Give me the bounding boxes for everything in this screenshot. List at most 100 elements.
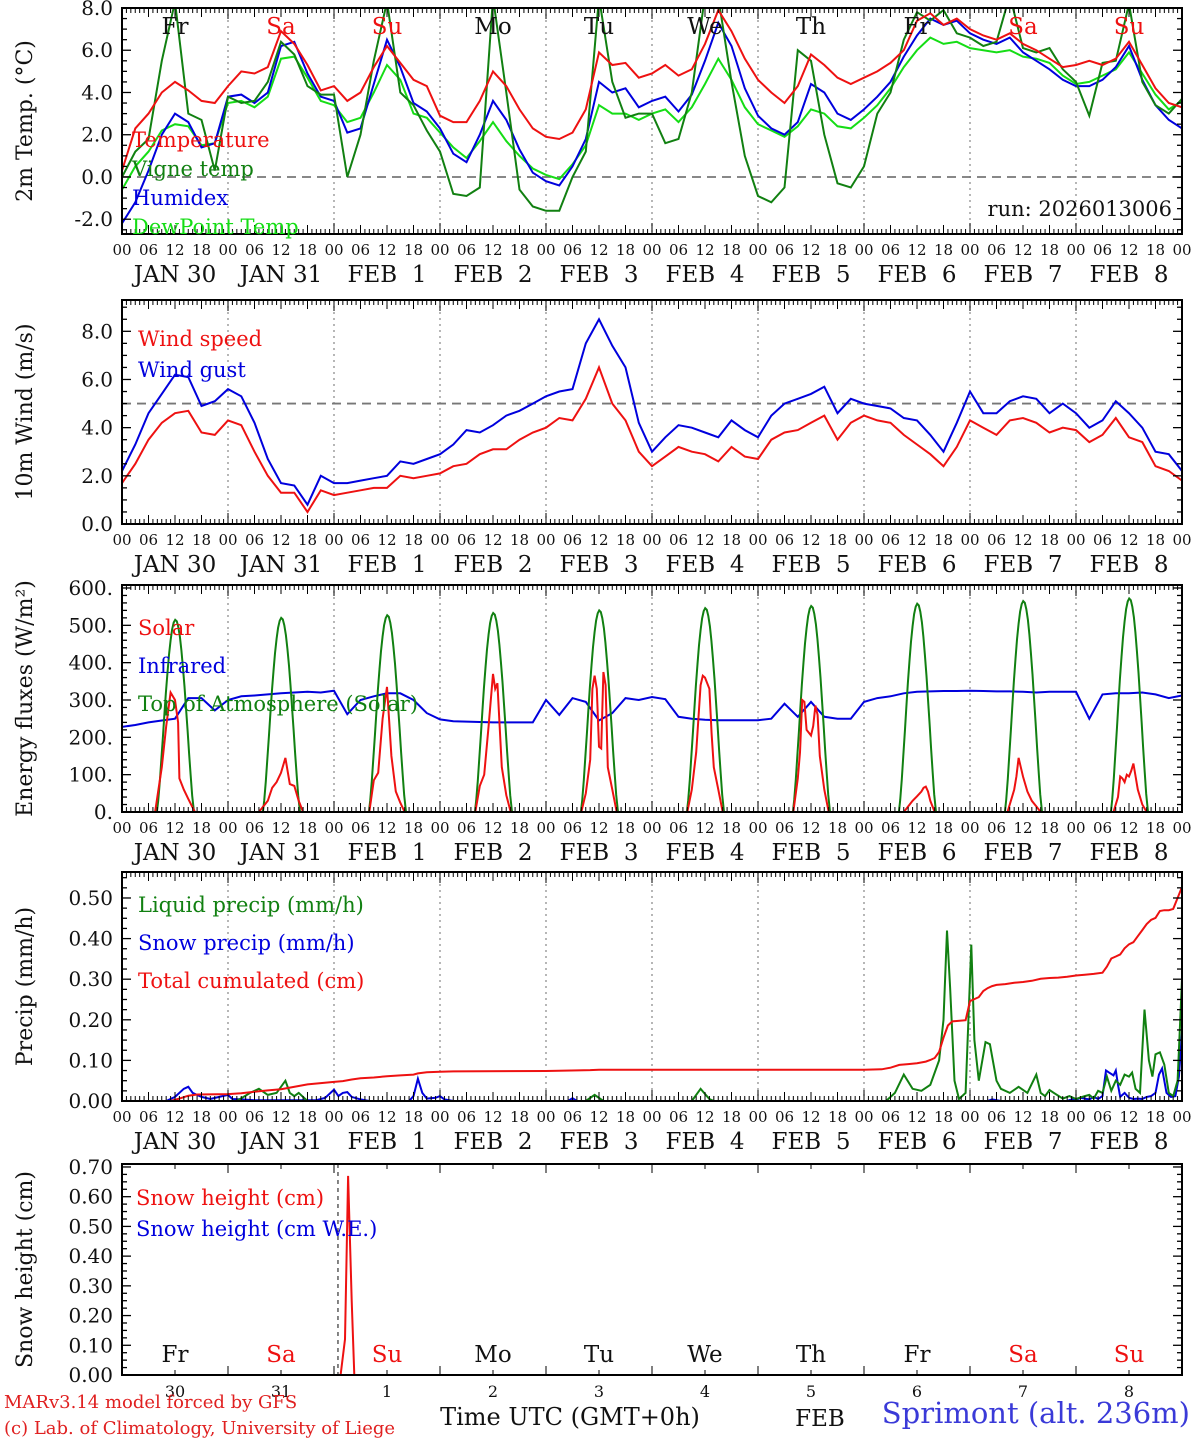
series-wind-gust — [122, 317, 1182, 507]
svg-text:FEB 8: FEB 8 — [1090, 1129, 1169, 1155]
series-snow-height-cm — [122, 1175, 1182, 1375]
series-wind-speed — [122, 364, 1182, 514]
svg-text:FEB 1: FEB 1 — [348, 552, 427, 578]
svg-text:Sa: Sa — [1008, 14, 1038, 40]
svg-text:FEB 5: FEB 5 — [772, 840, 851, 866]
svg-text:00: 00 — [748, 531, 767, 549]
svg-text:0.60: 0.60 — [68, 1185, 113, 1209]
svg-text:06: 06 — [139, 241, 158, 259]
svg-text:00: 00 — [430, 1108, 449, 1126]
svg-text:FEB 3: FEB 3 — [560, 262, 639, 288]
svg-text:JAN 30: JAN 30 — [132, 552, 217, 578]
legend-wind-speed: Wind speed — [138, 327, 263, 351]
svg-text:Mo: Mo — [474, 1342, 511, 1368]
svg-text:00: 00 — [324, 241, 343, 259]
svg-text:6.0: 6.0 — [81, 38, 113, 62]
svg-text:FEB 5: FEB 5 — [772, 262, 851, 288]
svg-text:0.10: 0.10 — [68, 1333, 113, 1357]
svg-text:Th: Th — [796, 14, 826, 40]
svg-text:JAN 31: JAN 31 — [238, 1129, 323, 1155]
svg-text:12: 12 — [1119, 241, 1138, 259]
legend-temperature: Temperature — [132, 128, 270, 152]
svg-text:30: 30 — [165, 1382, 185, 1401]
svg-text:FEB 2: FEB 2 — [454, 840, 533, 866]
svg-text:18: 18 — [1040, 241, 1059, 259]
svg-text:4.0: 4.0 — [81, 416, 113, 440]
svg-text:Fr: Fr — [162, 14, 189, 40]
series-humidex — [122, 17, 1182, 224]
svg-text:06: 06 — [245, 819, 264, 837]
svg-text:12: 12 — [271, 1108, 290, 1126]
svg-text:FEB 7: FEB 7 — [984, 552, 1063, 578]
svg-text:FEB 6: FEB 6 — [878, 1129, 957, 1155]
svg-text:Fr: Fr — [904, 1342, 931, 1368]
svg-text:06: 06 — [139, 1108, 158, 1126]
svg-text:00: 00 — [1066, 531, 1085, 549]
svg-text:12: 12 — [1013, 819, 1032, 837]
svg-text:00: 00 — [1172, 531, 1191, 549]
y-axis-title-energy-fluxes: Energy fluxes (W/m²) — [13, 580, 38, 817]
svg-text:3: 3 — [594, 1382, 604, 1401]
svg-text:06: 06 — [351, 531, 370, 549]
svg-text:Su: Su — [1114, 1342, 1145, 1368]
svg-text:06: 06 — [457, 531, 476, 549]
svg-text:Sa: Sa — [266, 1342, 296, 1368]
svg-text:JAN 30: JAN 30 — [132, 262, 217, 288]
svg-text:00: 00 — [748, 241, 767, 259]
panel-precip: 0.00 0.10 0.20 0.30 0.40 0.50 00 06 12 18 00 06 12 18… — [13, 871, 1192, 1155]
svg-text:12: 12 — [801, 819, 820, 837]
svg-text:12: 12 — [695, 819, 714, 837]
svg-text:12: 12 — [1119, 819, 1138, 837]
svg-text:12: 12 — [695, 531, 714, 549]
svg-text:06: 06 — [351, 1108, 370, 1126]
svg-text:FEB 6: FEB 6 — [878, 552, 957, 578]
svg-text:18: 18 — [1146, 819, 1165, 837]
svg-text:FEB 3: FEB 3 — [560, 840, 639, 866]
svg-text:Su: Su — [372, 1342, 403, 1368]
svg-text:12: 12 — [1119, 1108, 1138, 1126]
svg-text:18: 18 — [298, 819, 317, 837]
svg-text:18: 18 — [1146, 1108, 1165, 1126]
svg-text:00: 00 — [960, 1108, 979, 1126]
svg-text:Su: Su — [372, 14, 403, 40]
series-infrared — [122, 689, 1182, 728]
svg-text:FEB 1: FEB 1 — [348, 840, 427, 866]
svg-text:00: 00 — [112, 819, 131, 837]
svg-text:8.0: 8.0 — [81, 0, 113, 20]
svg-text:FEB 7: FEB 7 — [984, 262, 1063, 288]
legend-wind-gust: Wind gust — [138, 358, 246, 382]
svg-text:00: 00 — [218, 819, 237, 837]
svg-text:12: 12 — [1119, 531, 1138, 549]
svg-text:06: 06 — [881, 241, 900, 259]
svg-text:06: 06 — [563, 531, 582, 549]
svg-text:FEB 4: FEB 4 — [666, 262, 745, 288]
svg-text:FEB 4: FEB 4 — [666, 552, 745, 578]
svg-text:00: 00 — [218, 531, 237, 549]
svg-text:00: 00 — [218, 241, 237, 259]
svg-text:FEB 8: FEB 8 — [1090, 552, 1169, 578]
x-axis-title: Time UTC (GMT+0h) — [440, 1403, 700, 1431]
svg-text:00: 00 — [854, 819, 873, 837]
svg-text:500.: 500. — [68, 613, 113, 637]
svg-text:00: 00 — [218, 1108, 237, 1126]
y-axis-title-temperature: 2m Temp. (°C) — [13, 40, 38, 202]
svg-text:18: 18 — [510, 241, 529, 259]
svg-text:06: 06 — [245, 1108, 264, 1126]
svg-text:18: 18 — [510, 531, 529, 549]
svg-text:2.0: 2.0 — [81, 123, 113, 147]
legend-solar: Solar — [138, 616, 195, 640]
svg-text:00: 00 — [748, 819, 767, 837]
svg-text:12: 12 — [483, 819, 502, 837]
svg-text:-2.0: -2.0 — [74, 207, 113, 231]
svg-text:18: 18 — [192, 1108, 211, 1126]
svg-text:18: 18 — [828, 531, 847, 549]
svg-text:12: 12 — [483, 241, 502, 259]
svg-text:2: 2 — [488, 1382, 498, 1401]
svg-text:1: 1 — [382, 1382, 392, 1401]
svg-text:06: 06 — [351, 241, 370, 259]
svg-text:0.00: 0.00 — [68, 1089, 113, 1113]
svg-text:06: 06 — [987, 819, 1006, 837]
svg-text:FEB 5: FEB 5 — [772, 552, 851, 578]
svg-text:00: 00 — [324, 1108, 343, 1126]
svg-text:18: 18 — [298, 1108, 317, 1126]
